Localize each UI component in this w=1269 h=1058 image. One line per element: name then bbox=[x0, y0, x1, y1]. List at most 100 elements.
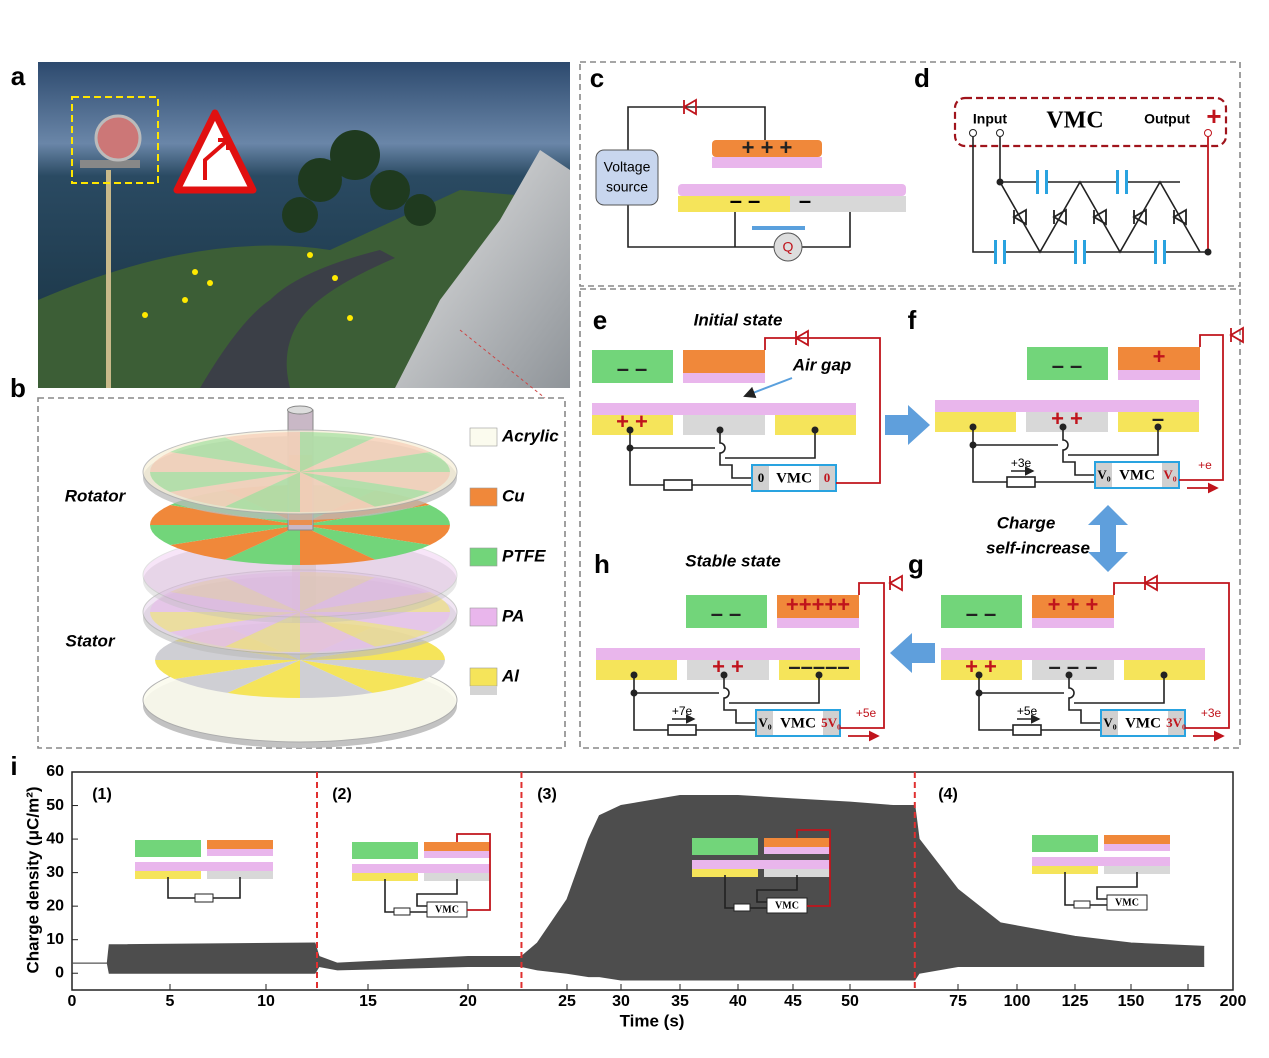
wire bbox=[456, 833, 491, 911]
x-tick-label: 5 bbox=[166, 993, 175, 1010]
inset-al bbox=[207, 871, 273, 879]
label: +e bbox=[1198, 458, 1212, 472]
layer bbox=[678, 184, 906, 196]
capacitor bbox=[1074, 240, 1077, 264]
panel-label: b bbox=[10, 373, 26, 403]
disk-sector bbox=[300, 577, 430, 612]
vmc-cell bbox=[757, 711, 773, 735]
electrode bbox=[935, 412, 1016, 432]
diode bbox=[682, 98, 697, 116]
electrode bbox=[790, 196, 906, 212]
legend-label: Cu bbox=[502, 486, 525, 505]
label: V₀ bbox=[1097, 467, 1110, 482]
capacitor bbox=[1045, 170, 1048, 194]
inset-pa bbox=[1032, 857, 1170, 866]
x-tick-label: 125 bbox=[1062, 993, 1089, 1010]
inset-pa bbox=[692, 860, 830, 869]
disk-sector bbox=[300, 525, 375, 565]
y-tick-label: 60 bbox=[46, 763, 64, 780]
label: VMC bbox=[1046, 108, 1103, 134]
disk-sector bbox=[300, 660, 373, 698]
inset-vmc-label: VMC bbox=[775, 900, 799, 911]
legend-swatch bbox=[469, 547, 498, 567]
layer bbox=[683, 373, 765, 383]
inset-pa bbox=[764, 847, 830, 854]
wire bbox=[384, 879, 458, 913]
region-label: (3) bbox=[537, 786, 557, 803]
layer bbox=[935, 400, 1199, 412]
meter bbox=[773, 232, 803, 262]
y-tick-label: 50 bbox=[46, 797, 64, 814]
panel-label: e bbox=[593, 305, 607, 335]
disk-sector bbox=[300, 525, 450, 545]
label: V₀ bbox=[758, 715, 771, 730]
ptfe bbox=[592, 350, 673, 383]
diode bbox=[1012, 208, 1027, 226]
electrode bbox=[1118, 412, 1199, 432]
label: +5e bbox=[856, 706, 877, 720]
inset-cu bbox=[424, 842, 490, 851]
capacitor bbox=[1154, 240, 1157, 264]
inset-pa bbox=[135, 862, 273, 871]
y-tick-label: 0 bbox=[55, 964, 64, 981]
x-tick-label: 175 bbox=[1175, 993, 1202, 1010]
x-tick-label: 200 bbox=[1220, 993, 1247, 1010]
inset-pa bbox=[1104, 844, 1170, 851]
diode bbox=[1229, 326, 1244, 344]
electrode bbox=[678, 196, 790, 212]
node bbox=[626, 444, 634, 452]
wire bbox=[629, 430, 816, 486]
electrode bbox=[596, 660, 677, 680]
x-tick-label: 75 bbox=[949, 993, 967, 1010]
electrode bbox=[1124, 660, 1205, 680]
label: self-increase bbox=[986, 538, 1090, 557]
ptfe bbox=[1027, 347, 1108, 380]
pointer bbox=[743, 377, 793, 399]
label: +3e bbox=[1201, 706, 1222, 720]
frames bbox=[37, 61, 1241, 749]
inset-pa bbox=[352, 864, 490, 873]
electrode bbox=[712, 140, 822, 157]
vmc-cell bbox=[819, 466, 835, 490]
capacitor bbox=[1003, 240, 1006, 264]
part-label: Stator bbox=[65, 631, 116, 650]
wire bbox=[972, 427, 1159, 483]
inset-al bbox=[352, 873, 418, 881]
inset-al bbox=[1104, 866, 1170, 874]
label: 3V₀ bbox=[1166, 715, 1186, 730]
label: source bbox=[606, 179, 648, 195]
electrode bbox=[941, 660, 1022, 680]
inset-pa bbox=[424, 851, 490, 858]
capacitor bbox=[1036, 170, 1039, 194]
terminal bbox=[1204, 129, 1212, 137]
wire bbox=[633, 675, 820, 731]
panel-label: g bbox=[908, 549, 924, 579]
wire bbox=[972, 137, 1208, 254]
label: Input bbox=[973, 111, 1008, 127]
vmc-cell bbox=[1096, 463, 1112, 487]
node bbox=[996, 178, 1004, 186]
x-tick-label: 100 bbox=[1004, 993, 1031, 1010]
inset-resistor bbox=[733, 903, 751, 912]
wire bbox=[724, 875, 798, 909]
disk-sector bbox=[300, 432, 375, 472]
wire bbox=[978, 675, 1165, 731]
disk-sector bbox=[225, 432, 300, 472]
resistor bbox=[1012, 724, 1042, 736]
region-label: (2) bbox=[332, 786, 352, 803]
label: 0 bbox=[824, 470, 831, 485]
step-arrow bbox=[885, 405, 930, 445]
panel-label: h bbox=[594, 549, 610, 579]
inset-cu bbox=[764, 838, 830, 847]
electrode bbox=[775, 415, 856, 435]
node bbox=[1160, 671, 1168, 679]
layer bbox=[1032, 618, 1114, 628]
capacitor bbox=[994, 240, 997, 264]
label: VMC bbox=[1119, 467, 1155, 483]
panel-label: c bbox=[590, 63, 604, 93]
charge: +++++ bbox=[786, 592, 850, 617]
inset-pa bbox=[207, 849, 273, 856]
resistor bbox=[667, 724, 697, 736]
disk-sector bbox=[300, 660, 445, 679]
